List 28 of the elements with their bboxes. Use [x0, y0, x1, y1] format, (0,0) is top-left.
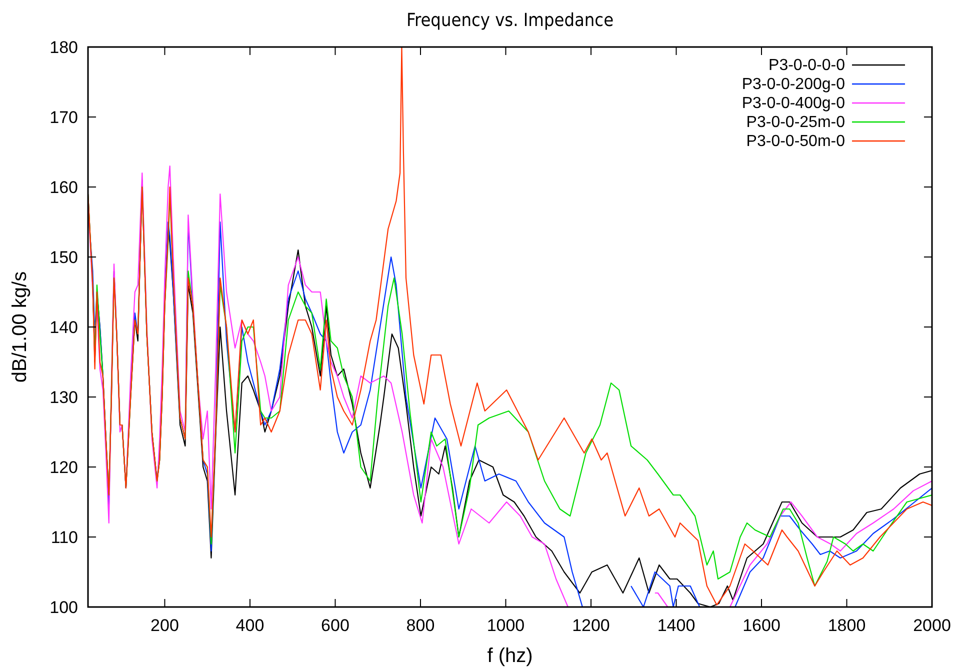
y-tick-label: 170: [50, 108, 78, 127]
x-tick-label: 400: [236, 616, 264, 635]
x-axis-title: f (hz): [487, 645, 533, 667]
legend-label: P3-0-0-0-0: [768, 57, 846, 74]
legend-label: P3-0-0-25m-0: [746, 114, 846, 131]
line-series: [88, 47, 932, 606]
legend-label: P3-0-0-400g-0: [742, 95, 846, 112]
x-tick-label: 2000: [913, 616, 951, 635]
x-tick-label: 1000: [486, 616, 525, 635]
chart-title: Frequency vs. Impedance: [406, 10, 614, 31]
x-tick-label: 1600: [742, 616, 780, 635]
x-tick-label: 200: [150, 616, 179, 635]
x-tick-label: 600: [321, 616, 350, 635]
y-tick-label: 140: [50, 318, 78, 337]
legend-label: P3-0-0-200g-0: [742, 76, 846, 93]
legend-label: P3-0-0-50m-0: [746, 133, 846, 150]
y-tick-label: 100: [50, 598, 78, 617]
x-tick-label: 800: [406, 616, 435, 635]
x-tick-label: 1200: [572, 616, 610, 635]
y-axis-title: dB/1.00 kg/s: [9, 271, 31, 383]
x-tick-label: 1400: [657, 616, 696, 635]
y-tick-label: 110: [50, 528, 78, 547]
y-tick-label: 160: [50, 178, 78, 197]
x-tick-label: 1800: [828, 616, 866, 635]
y-tick-label: 150: [50, 248, 78, 267]
y-tick-label: 120: [50, 458, 78, 477]
y-tick-label: 130: [50, 388, 78, 407]
y-tick-label: 180: [50, 38, 78, 57]
